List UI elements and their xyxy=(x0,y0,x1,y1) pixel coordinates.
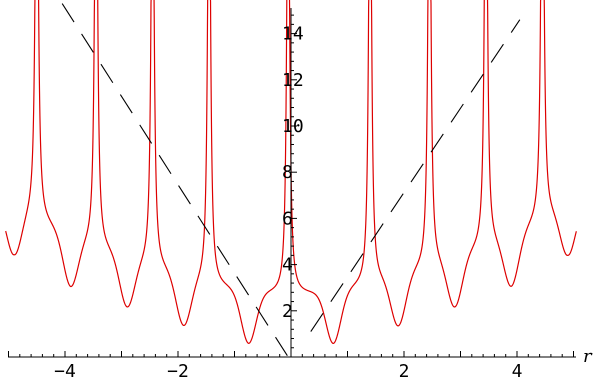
curve-segment xyxy=(209,0,288,344)
y-tick-label: 2 xyxy=(282,301,293,322)
x-axis-label: r xyxy=(583,346,593,367)
red-curve-series xyxy=(5,0,577,345)
curve-segment xyxy=(288,0,370,345)
y-tick-label: 6 xyxy=(282,208,293,229)
dashed-reference-series xyxy=(61,3,521,358)
y-tick-label: 4 xyxy=(282,255,293,276)
curve-segment xyxy=(5,0,36,256)
y-tick-label: 14 xyxy=(282,24,304,45)
dashed-line-left xyxy=(61,3,289,358)
curve-segment xyxy=(97,0,152,308)
y-tick-label: 10 xyxy=(282,116,304,137)
curve-segment xyxy=(153,0,209,327)
y-tick-label: 12 xyxy=(282,70,304,91)
curve-segment xyxy=(543,0,577,256)
axes: −4 −2 2 4 2 4 6 8 10 12 14 xyxy=(8,8,576,381)
x-tick-label: −4 xyxy=(54,361,76,381)
curve-segment xyxy=(38,0,96,288)
y-tick-label: 8 xyxy=(282,162,293,183)
curve-segment xyxy=(486,0,542,287)
x-tick-label: 4 xyxy=(512,361,523,381)
dashed-line-right xyxy=(310,19,521,332)
x-tick-label: −2 xyxy=(167,361,189,381)
curve-segment xyxy=(370,0,429,327)
x-tick-label: 2 xyxy=(399,361,410,381)
curve-segment xyxy=(430,0,485,308)
